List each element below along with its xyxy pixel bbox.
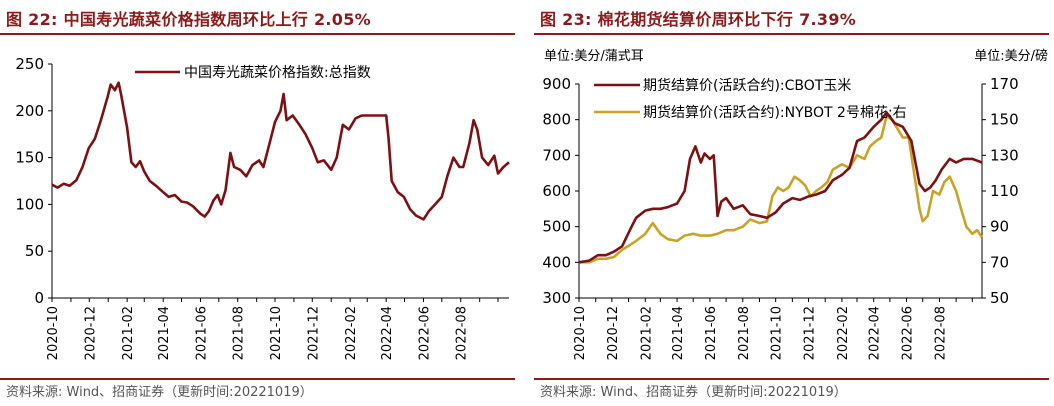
- x-tick-label: 2022-02: [836, 306, 851, 360]
- y-tick-label: 100: [15, 195, 44, 213]
- chart-title: 图 22: 中国寿光蔬菜价格指数周环比上行 2.05%: [6, 10, 371, 29]
- legend-label: 期货结算价(活跃合约):CBOT玉米: [643, 77, 851, 94]
- y-tick-label: 0: [34, 289, 44, 307]
- series-line: [579, 114, 984, 264]
- x-tick-label: 2021-12: [306, 306, 321, 360]
- x-tick-label: 2021-04: [671, 306, 686, 360]
- chart-panel-left: 图 22: 中国寿光蔬菜价格指数周环比上行 2.05% 0 50 100 150 200…: [0, 0, 520, 406]
- x-tick-label: 2021-06: [704, 306, 719, 360]
- title-divider: [534, 33, 1049, 35]
- x-tick-label: 2020-10: [573, 306, 588, 360]
- chart-title: 图 23: 棉花期货结算价周环比下行 7.39%: [540, 10, 857, 29]
- y-tick-label: 500: [542, 218, 571, 236]
- legend-label: 中国寿光蔬菜价格指数:总指数: [184, 64, 371, 81]
- y-tick-label: 900: [542, 75, 571, 93]
- x-tick-label: 2022-06: [901, 306, 916, 360]
- x-tick-label: 2021-02: [639, 306, 654, 360]
- x-tick-label: 2021-06: [194, 306, 209, 360]
- futures-settlement-chart: 300 400 500 600 700 800 900 50 70 90 110 130 150 170 2…: [542, 48, 1048, 360]
- x-tick-label: 2022-04: [380, 306, 395, 360]
- y-right-tick-label: 70: [990, 253, 1009, 271]
- y-right-tick-label: 110: [990, 182, 1019, 200]
- x-tick-label: 2021-02: [121, 306, 136, 360]
- series-line: [578, 111, 983, 264]
- y-tick-label: 50: [25, 242, 44, 260]
- x-tick-label: 2021-12: [803, 306, 818, 360]
- source-divider: [534, 378, 1049, 380]
- y-tick-label: 300: [542, 289, 571, 307]
- unit-right-label: 单位:美分/磅: [974, 48, 1048, 64]
- x-tick-label: 2020-12: [606, 306, 621, 360]
- source-note: 资料来源: Wind、招商证券（更新时间:20221019）: [540, 385, 847, 400]
- y-right-tick-label: 130: [990, 146, 1019, 164]
- source-note: 资料来源: Wind、招商证券（更新时间:20221019）: [6, 385, 313, 400]
- y-tick-label: 700: [542, 146, 571, 164]
- vegetable-price-index-chart: 0 50 100 150 200 250 2020-10 2020-12 2021-02 2021…: [15, 55, 510, 360]
- x-tick-label: 2022-06: [417, 306, 432, 360]
- y-tick-label: 600: [542, 182, 571, 200]
- x-tick-label: 2021-08: [737, 306, 752, 360]
- unit-left-label: 单位:美分/蒲式耳: [544, 49, 644, 64]
- x-tick-label: 2021-10: [770, 306, 785, 360]
- y-right-tick-label: 170: [990, 75, 1019, 93]
- y-right-tick-label: 90: [990, 218, 1009, 236]
- y-right-tick-label: 50: [990, 289, 1009, 307]
- x-tick-label: 2022-02: [344, 306, 359, 360]
- x-tick-label: 2021-10: [269, 306, 284, 360]
- x-tick-label: 2020-12: [83, 306, 98, 360]
- x-tick-label: 2022-08: [455, 306, 470, 360]
- y-right-tick-label: 150: [990, 111, 1019, 129]
- x-tick-label: 2022-08: [933, 306, 948, 360]
- source-divider: [0, 378, 515, 380]
- series-line: [51, 81, 510, 221]
- y-tick-label: 150: [15, 149, 44, 167]
- x-tick-label: 2020-10: [46, 306, 61, 360]
- chart-panel-right: 图 23: 棉花期货结算价周环比下行 7.39% 300 400 500 600 700…: [534, 0, 1054, 406]
- title-divider: [0, 33, 515, 35]
- y-tick-label: 250: [15, 55, 44, 73]
- y-tick-label: 400: [542, 253, 571, 271]
- y-tick-label: 800: [542, 111, 571, 129]
- y-tick-label: 200: [15, 102, 44, 120]
- x-tick-label: 2021-08: [232, 306, 247, 360]
- x-tick-label: 2022-04: [868, 306, 883, 360]
- legend-label: 期货结算价(活跃合约):NYBOT 2号棉花:右: [643, 104, 907, 121]
- x-tick-label: 2021-04: [157, 306, 172, 360]
